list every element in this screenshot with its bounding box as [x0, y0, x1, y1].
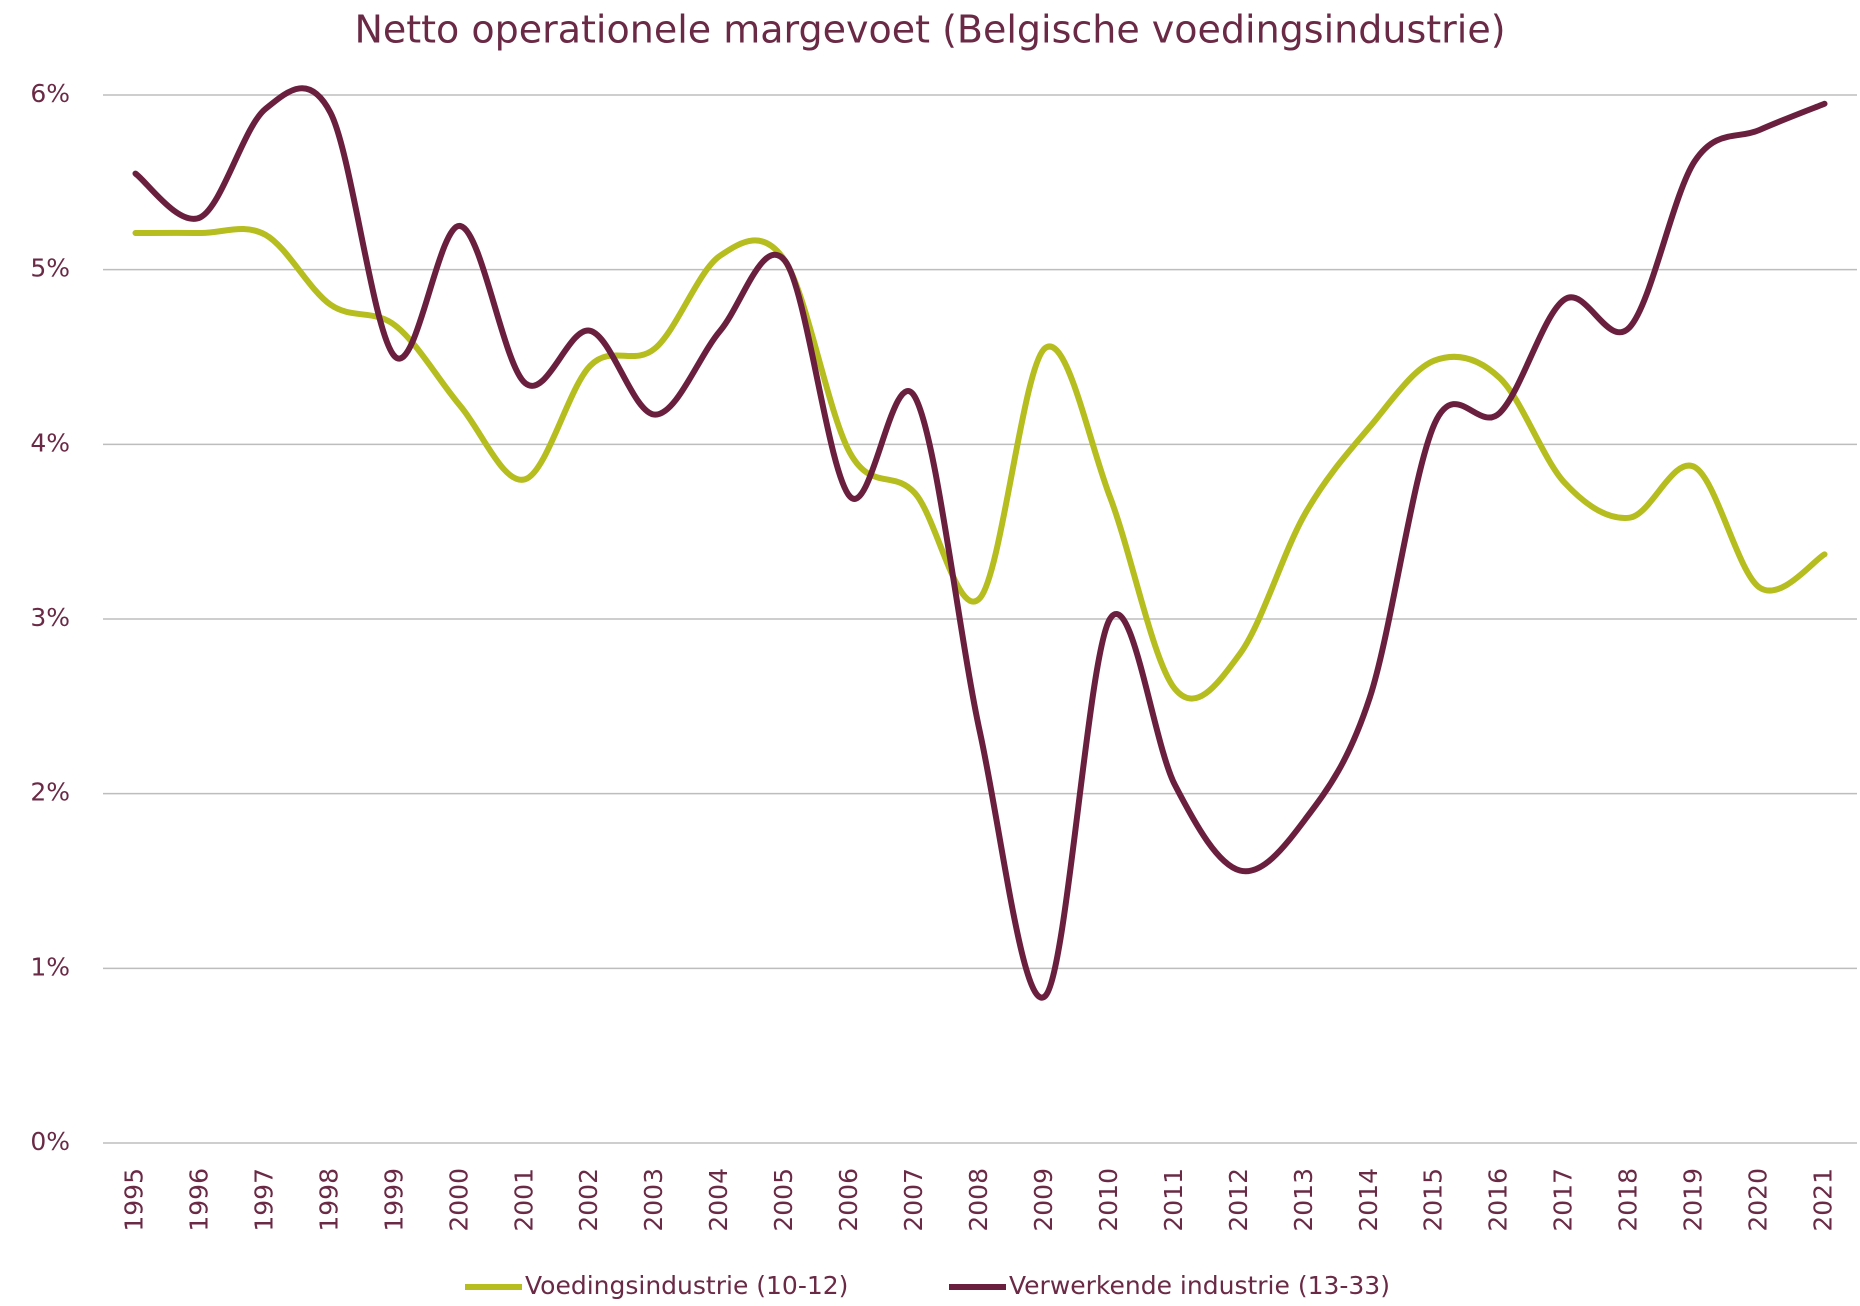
x-tick-label: 2019 [1679, 1168, 1708, 1232]
legend-label: Voedingsindustrie (10-12) [525, 1271, 848, 1300]
y-tick-label: 3% [30, 603, 70, 632]
y-tick-label: 5% [30, 254, 70, 283]
x-tick-label: 2010 [1094, 1168, 1123, 1232]
legend-label: Verwerkende industrie (13-33) [1009, 1271, 1390, 1300]
x-tick-label: 2018 [1614, 1168, 1643, 1232]
x-tick-label: 2005 [769, 1168, 798, 1232]
series-line [132, 85, 1828, 1001]
y-tick-label: 0% [30, 1127, 70, 1156]
series-line [132, 226, 1828, 702]
x-tick-label: 1997 [249, 1168, 278, 1232]
x-tick-label: 2009 [1029, 1168, 1058, 1232]
y-tick-label: 4% [30, 428, 70, 457]
x-tick-label: 2004 [704, 1168, 733, 1232]
x-tick-label: 2014 [1354, 1168, 1383, 1232]
x-tick-label: 2003 [639, 1168, 668, 1232]
x-tick-label: 2015 [1419, 1168, 1448, 1232]
x-tick-label: 1996 [184, 1168, 213, 1232]
x-tick-label: 2011 [1159, 1168, 1188, 1232]
x-tick-label: 2020 [1744, 1168, 1773, 1232]
y-tick-label: 6% [30, 79, 70, 108]
x-tick-label: 2016 [1484, 1168, 1513, 1232]
x-tick-label: 2002 [574, 1168, 603, 1232]
x-tick-label: 2006 [834, 1168, 863, 1232]
chart-title: Netto operationele margevoet (Belgische … [354, 8, 1505, 52]
x-tick-label: 2001 [509, 1168, 538, 1232]
x-tick-label: 1998 [314, 1168, 343, 1232]
x-tick-label: 1999 [379, 1168, 408, 1232]
x-tick-label: 2013 [1289, 1168, 1318, 1232]
x-tick-label: 2012 [1224, 1168, 1253, 1232]
x-tick-label: 2000 [444, 1168, 473, 1232]
x-tick-label: 2021 [1809, 1168, 1838, 1232]
x-tick-label: 2017 [1549, 1168, 1578, 1232]
x-tick-label: 2007 [899, 1168, 928, 1232]
x-tick-label: 1995 [119, 1168, 148, 1232]
y-tick-label: 2% [30, 778, 70, 807]
y-tick-label: 1% [30, 952, 70, 981]
x-tick-label: 2008 [964, 1168, 993, 1232]
